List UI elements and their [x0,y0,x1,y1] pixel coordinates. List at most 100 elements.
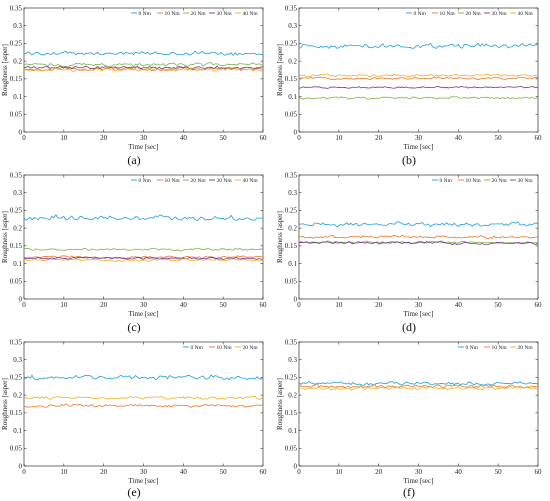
chart-d-svg: 0 0.05 0.1 0.15 0.2 0.25 0.3 0.35 0 10 20 30 40 50 60 T… [276,171,542,318]
series-line-20-nm [298,240,539,245]
y-tick-label: 0.35 [285,4,298,12]
caption-f: (f) [403,485,415,499]
x-tick-label: 0 [297,301,301,309]
x-tick-label: 40 [180,468,188,476]
x-tick-label: 0 [22,134,26,142]
y-tick-label: 0.35 [285,338,298,346]
legend-entry: 40 Nm [243,11,259,17]
chart-f-svg: 0 0.05 0.1 0.15 0.2 0.25 0.3 0.35 0 10 20 30 40 50 60 T… [276,338,543,485]
caption-e: (e) [127,485,141,499]
chart-e-svg: 0 0.05 0.1 0.15 0.2 0.25 0.3 0.35 0 10 20 30 40 50 60 T… [1,338,267,485]
y-tick-label: 0.15 [10,75,23,83]
y-tick-label: 0.05 [285,445,298,453]
x-tick-label: 30 [140,301,148,309]
x-tick-label: 10 [335,134,343,142]
series-line-10-nm [298,383,539,389]
y-tick-label: 0.1 [13,427,22,435]
legend-entry: 30 Nm [217,11,233,17]
y-tick-label: 0 [294,295,298,303]
legend-entry: 0 Nm [466,345,479,351]
y-tick-label: 0.3 [288,356,297,364]
y-tick-label: 0.25 [10,207,23,215]
plot-frame-e [23,341,264,467]
y-tick-label: 0.05 [285,111,298,119]
x-tick-label: 40 [455,301,463,309]
y-tick-label: 0.3 [288,189,297,197]
y-tick-label: 0.25 [285,374,298,382]
y-tick-label: 0.2 [288,57,297,65]
x-axis-title: Time [sec] [404,477,434,485]
y-tick-label: 0.3 [13,356,22,364]
x-tick-label: 30 [415,468,423,476]
y-tick-label: 0.15 [10,242,23,250]
legend-entry: 10 Nm [440,11,456,17]
x-tick-label: 20 [100,468,108,476]
legend-entry: 20 Nm [191,11,207,17]
chart-panel-a: 0 0.05 0.1 0.15 0.2 0.25 0.3 0.35 0 10 20 30 40 50 60 T… [0,0,275,167]
y-tick-label: 0.2 [288,224,297,232]
y-tick-label: 0.35 [10,4,23,12]
x-tick-label: 20 [375,134,383,142]
x-tick-label: 30 [415,301,423,309]
series-line-0-nm [23,374,264,381]
series-line-0-nm [298,221,539,228]
y-tick-label: 0.1 [288,93,297,101]
x-axis-title: Time [sec] [129,310,159,318]
series-line-0-nm [298,42,539,49]
x-tick-label: 30 [415,134,423,142]
y-axis-title: Roughness [asper] [1,378,9,430]
y-tick-label: 0.05 [285,278,298,286]
series-line-20-nm [23,62,264,68]
series-line-30-nm [23,256,264,261]
x-tick-label: 10 [60,301,68,309]
x-tick-label: 40 [180,134,188,142]
x-tick-label: 30 [140,468,148,476]
x-tick-label: 0 [297,134,301,142]
y-tick-label: 0.2 [288,391,297,399]
legend-entry: 0 Nm [139,178,152,184]
x-tick-label: 20 [100,134,108,142]
y-tick-label: 0.25 [285,40,298,48]
plot-frame-f [298,341,539,467]
y-tick-label: 0.15 [285,409,298,417]
series-line-10-nm [298,234,539,240]
x-tick-label: 50 [495,134,503,142]
y-tick-label: 0.25 [10,40,23,48]
chart-panel-f: 0 0.05 0.1 0.15 0.2 0.25 0.3 0.35 0 10 20 30 40 50 60 T… [275,334,550,501]
x-tick-label: 60 [260,134,268,142]
x-tick-label: 20 [375,468,383,476]
legend-entry: 20 Nm [243,345,259,351]
y-tick-label: 0.3 [13,189,22,197]
legend-entry: 20 Nm [466,11,482,17]
x-tick-label: 60 [535,134,543,142]
x-axis-title: Time [sec] [404,143,434,151]
x-tick-label: 40 [455,134,463,142]
y-tick-label: 0.05 [10,111,23,119]
x-tick-label: 50 [220,301,228,309]
series-line-40-nm [23,258,264,262]
chart-c-svg: 0 0.05 0.1 0.15 0.2 0.25 0.3 0.35 0 10 20 30 40 50 60 T… [1,171,267,318]
plot-frame-b [298,7,539,133]
y-tick-label: 0.05 [10,445,23,453]
x-tick-label: 60 [535,468,543,476]
y-tick-label: 0.1 [288,427,297,435]
caption-c: (c) [127,320,141,334]
series-line-30-nm [298,85,539,89]
series-line-30-nm [298,241,539,246]
y-tick-label: 0.35 [10,171,23,179]
x-tick-label: 50 [495,468,503,476]
y-tick-label: 0.35 [10,338,23,346]
caption-a: (a) [127,153,141,167]
y-tick-label: 0.35 [285,171,298,179]
legend-entry: 10 Nm [492,345,508,351]
y-axis-title: Roughness [asper] [1,44,9,96]
x-tick-label: 40 [180,301,188,309]
x-tick-label: 10 [60,468,68,476]
y-tick-label: 0.15 [10,409,23,417]
series-line-0-nm [23,50,264,57]
y-tick-label: 0 [19,128,23,136]
y-tick-label: 0.05 [10,278,23,286]
chart-panel-e: 0 0.05 0.1 0.15 0.2 0.25 0.3 0.35 0 10 20 30 40 50 60 T… [0,334,275,501]
legend-entry: 30 Nm [518,178,534,184]
y-tick-label: 0.1 [13,260,22,268]
